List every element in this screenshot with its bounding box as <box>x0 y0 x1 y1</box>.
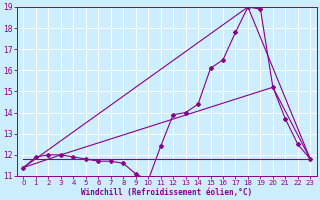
X-axis label: Windchill (Refroidissement éolien,°C): Windchill (Refroidissement éolien,°C) <box>81 188 252 197</box>
